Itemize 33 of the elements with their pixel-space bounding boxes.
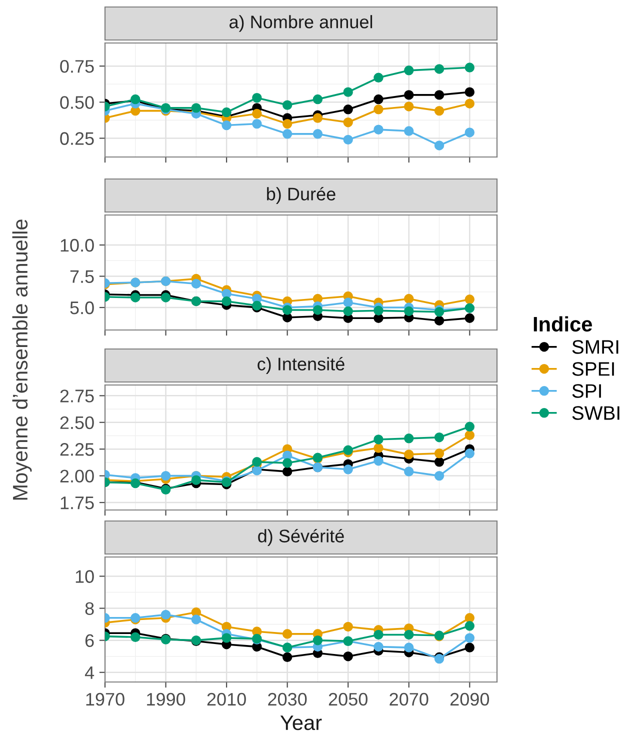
y-tick-label: 2.00 xyxy=(60,470,94,483)
x-tick-label: 2070 xyxy=(390,692,428,706)
x-tick-label: 2050 xyxy=(328,692,368,706)
x-tick-label: 2010 xyxy=(207,692,246,706)
y-tick-label: 5.0 xyxy=(70,301,94,314)
legend-title: Indice xyxy=(534,316,592,332)
y-tick-label: 0.50 xyxy=(60,96,94,109)
x-tick-label: 2030 xyxy=(268,692,307,706)
y-tick-label: 1.75 xyxy=(60,496,94,510)
chart-title: b) Durée xyxy=(267,186,336,204)
y-tick-label: 6 xyxy=(85,634,94,648)
x-tick-label: 2090 xyxy=(450,692,490,706)
y-tick-label: 7.5 xyxy=(70,270,94,283)
y-tick-label: 2.75 xyxy=(60,390,94,402)
legend-label: SWBI xyxy=(572,406,620,420)
y-tick-label: 10.0 xyxy=(60,238,94,252)
y-axis-title: Moyenne d’ensemble annuelle xyxy=(12,220,32,500)
legend-label: SPI xyxy=(572,384,601,398)
y-tick-label: 0.25 xyxy=(60,132,94,145)
legend-label: SPEI xyxy=(572,362,614,376)
x-axis-title: Year xyxy=(280,716,322,730)
x-tick-label: 1990 xyxy=(147,692,186,706)
chart-title: c) Intensité xyxy=(258,356,344,374)
y-tick-label: 8 xyxy=(85,602,94,615)
x-tick-label: 1970 xyxy=(86,692,124,706)
y-tick-label: 10 xyxy=(76,570,94,583)
y-tick-label: 4 xyxy=(84,666,94,679)
y-tick-label: 2.25 xyxy=(60,443,94,456)
chart-title: d) Sévérité xyxy=(258,528,344,546)
y-tick-label: 0.75 xyxy=(60,60,94,73)
legend-label: SMRI xyxy=(572,340,618,354)
chart-title: a) Nombre annuel xyxy=(230,15,372,32)
y-tick-label: 2.50 xyxy=(60,416,94,430)
